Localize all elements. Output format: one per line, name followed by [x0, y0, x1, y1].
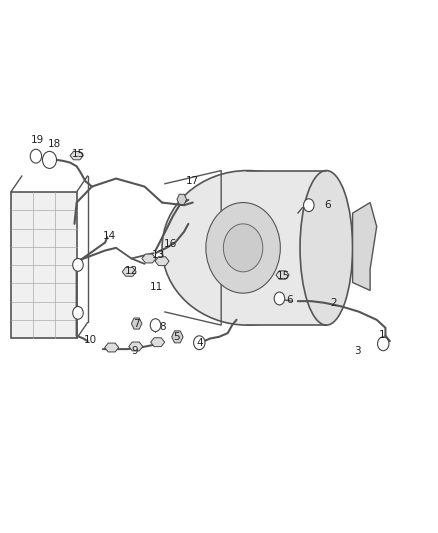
Polygon shape	[131, 318, 142, 329]
Polygon shape	[129, 342, 143, 351]
Circle shape	[274, 292, 285, 305]
Text: 6: 6	[324, 200, 331, 210]
Circle shape	[30, 149, 42, 163]
Text: 4: 4	[197, 338, 204, 348]
Circle shape	[206, 203, 280, 293]
Circle shape	[378, 337, 389, 351]
Text: 2: 2	[330, 298, 337, 308]
FancyBboxPatch shape	[11, 192, 77, 338]
Text: 12: 12	[125, 266, 138, 276]
FancyBboxPatch shape	[247, 171, 326, 325]
Ellipse shape	[162, 171, 333, 325]
Text: 6: 6	[286, 295, 293, 305]
Text: 10: 10	[84, 335, 97, 345]
Text: 9: 9	[131, 346, 138, 356]
Text: 16: 16	[163, 239, 177, 249]
Circle shape	[194, 336, 205, 350]
Circle shape	[42, 151, 57, 168]
Text: 18: 18	[48, 139, 61, 149]
Text: 15: 15	[277, 271, 290, 281]
Circle shape	[304, 199, 314, 212]
Polygon shape	[70, 151, 83, 160]
Polygon shape	[151, 338, 165, 346]
Polygon shape	[105, 343, 119, 352]
Text: 14: 14	[103, 231, 116, 240]
Text: 1: 1	[378, 330, 385, 340]
Text: 13: 13	[152, 250, 165, 260]
Text: 15: 15	[71, 149, 85, 158]
Text: 11: 11	[150, 282, 163, 292]
Text: 8: 8	[159, 322, 166, 332]
Text: 7: 7	[133, 319, 140, 329]
Text: 17: 17	[186, 176, 199, 186]
Circle shape	[223, 224, 263, 272]
Text: 3: 3	[354, 346, 361, 356]
Polygon shape	[172, 331, 183, 343]
Polygon shape	[353, 203, 377, 290]
Polygon shape	[142, 254, 156, 263]
Polygon shape	[177, 194, 187, 205]
Circle shape	[73, 259, 83, 271]
Circle shape	[73, 306, 83, 319]
Polygon shape	[122, 268, 136, 276]
Ellipse shape	[300, 171, 353, 325]
Circle shape	[150, 319, 161, 332]
Polygon shape	[155, 257, 169, 265]
Text: 19: 19	[31, 135, 44, 144]
Polygon shape	[276, 271, 289, 279]
Text: 5: 5	[173, 333, 180, 342]
